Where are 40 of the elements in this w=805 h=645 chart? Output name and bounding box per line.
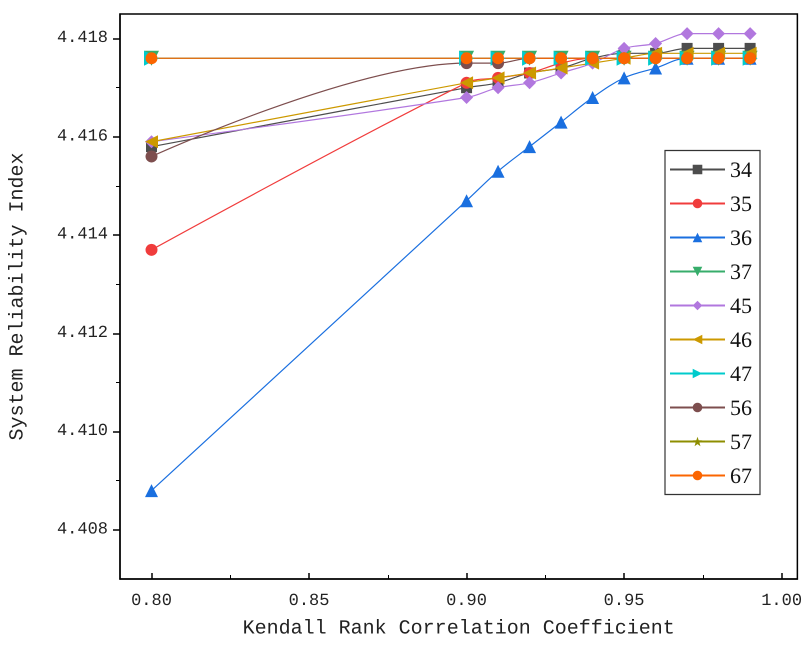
point [146, 244, 158, 256]
point [680, 27, 694, 40]
legend-label: 46 [730, 327, 752, 352]
legend-label: 34 [730, 157, 752, 182]
point [618, 42, 631, 55]
point [460, 194, 474, 208]
legend-label: 45 [730, 293, 752, 318]
point [145, 484, 158, 498]
x-axis-title: Kendall Rank Correlation Coefficient [242, 618, 675, 640]
legend-label: 36 [730, 225, 752, 250]
legend-label: 57 [730, 429, 752, 454]
point [523, 76, 536, 90]
point [649, 36, 662, 50]
x-tick-label: 1.00 [761, 592, 802, 611]
y-tick-label: 4.408 [56, 520, 108, 540]
point [460, 91, 474, 104]
point [146, 150, 158, 162]
y-tick-label: 4.418 [56, 29, 108, 48]
point [554, 116, 568, 129]
y-tick-label: 4.410 [56, 422, 108, 442]
y-tick-label: 4.414 [56, 226, 108, 245]
point [523, 140, 536, 154]
point [744, 27, 757, 40]
point [586, 91, 600, 104]
legend-label: 37 [730, 259, 752, 284]
legend-label: 56 [730, 395, 752, 420]
y-tick-label: 4.412 [56, 324, 108, 343]
y-tick-label: 4.416 [56, 127, 108, 146]
x-tick-label: 0.90 [446, 592, 487, 611]
point [492, 164, 505, 178]
point [618, 71, 631, 84]
legend-label: 35 [730, 191, 752, 216]
x-tick-label: 0.85 [288, 592, 330, 611]
y-axis-title: System Reliability Index [6, 152, 30, 441]
x-tick-label: 0.95 [604, 592, 644, 611]
point [492, 81, 505, 94]
x-tick-label: 0.80 [131, 592, 172, 611]
legend-label: 67 [730, 463, 752, 488]
legend-label: 47 [730, 361, 752, 386]
point [712, 27, 726, 40]
